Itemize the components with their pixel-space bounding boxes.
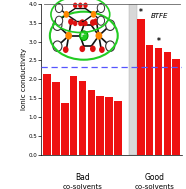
Text: Bad: Bad xyxy=(75,173,90,182)
Bar xyxy=(79,81,86,155)
Bar xyxy=(163,52,171,155)
Text: co-solvents: co-solvents xyxy=(134,184,174,189)
Bar xyxy=(52,82,60,155)
Text: *: * xyxy=(156,37,160,46)
Bar xyxy=(155,48,162,155)
Bar xyxy=(70,76,77,155)
Bar xyxy=(88,90,95,155)
Bar xyxy=(96,96,104,155)
Bar xyxy=(61,103,68,155)
Bar xyxy=(137,19,145,155)
Bar xyxy=(43,74,51,155)
Y-axis label: Ionic conductivity: Ionic conductivity xyxy=(21,48,27,110)
Text: BTFE: BTFE xyxy=(151,13,168,19)
Text: co-solvents: co-solvents xyxy=(62,184,102,189)
Bar xyxy=(172,59,180,155)
Bar xyxy=(146,45,153,155)
Text: *: * xyxy=(139,8,143,17)
Bar xyxy=(105,97,113,155)
Text: Good: Good xyxy=(145,173,164,182)
Bar xyxy=(114,101,121,155)
Bar xyxy=(129,4,137,155)
